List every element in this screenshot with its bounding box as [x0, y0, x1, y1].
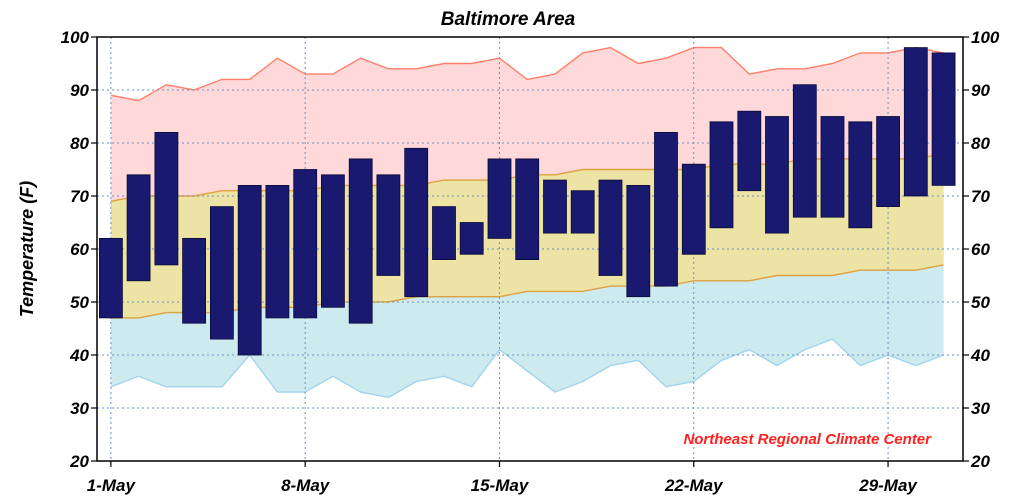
y-axis-label: Temperature (F) — [17, 181, 37, 317]
y-tick-label-right: 100 — [971, 28, 1000, 47]
range-bar — [320, 174, 345, 308]
range-bar — [570, 190, 595, 234]
range-bar — [126, 174, 151, 282]
range-bar — [376, 174, 401, 276]
y-tick-label-right: 80 — [971, 134, 990, 153]
range-bar — [737, 110, 762, 192]
range-bar — [182, 237, 207, 324]
axis-ticks: 20 20 30 30 40 40 50 50 60 60 70 70 80 80 90 90 100 100 1-… — [61, 28, 1000, 495]
y-tick-label-left: 20 — [69, 452, 89, 471]
range-bar — [487, 158, 512, 239]
record-high-line — [110, 46, 944, 102]
x-tick-label: 8-May — [281, 476, 331, 495]
range-bar — [293, 169, 318, 319]
range-bar — [432, 206, 456, 261]
y-tick-label-left: 100 — [61, 28, 90, 47]
range-bar — [543, 179, 567, 234]
x-tick-label: 29-May — [858, 476, 918, 495]
y-tick-label-right: 70 — [971, 187, 990, 206]
range-bar — [876, 116, 900, 207]
credit-annotation: Northeast Regional Climate Center — [683, 431, 932, 448]
chart-title: Baltimore Area — [441, 9, 576, 30]
range-bar — [931, 52, 956, 186]
range-bar — [903, 47, 928, 197]
observed-range-bars — [99, 47, 956, 356]
range-bar — [654, 131, 678, 287]
range-bar — [515, 158, 540, 260]
range-bar — [681, 163, 706, 255]
range-bar — [265, 184, 290, 319]
y-tick-label-left: 60 — [70, 240, 89, 259]
range-bar — [404, 147, 429, 298]
range-bar — [626, 184, 651, 298]
range-bar — [237, 184, 262, 356]
x-tick-label: 15-May — [471, 476, 530, 495]
y-tick-label-left: 30 — [70, 399, 89, 418]
range-bar — [792, 84, 817, 218]
normal-low-band — [110, 264, 944, 398]
range-bar — [459, 222, 484, 255]
range-bar — [154, 131, 179, 266]
y-tick-label-left: 80 — [70, 134, 89, 153]
y-tick-label-left: 50 — [70, 293, 89, 312]
y-tick-label-right: 90 — [971, 81, 990, 100]
range-bar — [209, 206, 234, 340]
range-bar — [709, 121, 734, 229]
range-bar — [99, 237, 123, 319]
x-tick-label: 1-May — [87, 476, 137, 495]
range-bar — [848, 121, 873, 229]
y-tick-label-right: 40 — [970, 346, 990, 365]
y-tick-label-right: 50 — [971, 293, 990, 312]
range-bar — [348, 158, 373, 324]
y-tick-label-right: 20 — [970, 452, 990, 471]
range-bar — [765, 116, 789, 234]
y-tick-label-right: 60 — [971, 240, 990, 259]
record-high-band — [110, 47, 944, 202]
y-tick-label-right: 30 — [971, 399, 990, 418]
y-tick-label-left: 40 — [69, 346, 89, 365]
y-tick-label-left: 70 — [70, 187, 89, 206]
y-tick-label-left: 90 — [70, 81, 89, 100]
range-bar — [598, 179, 623, 276]
x-tick-label: 22-May — [664, 476, 724, 495]
range-bar — [820, 116, 845, 218]
